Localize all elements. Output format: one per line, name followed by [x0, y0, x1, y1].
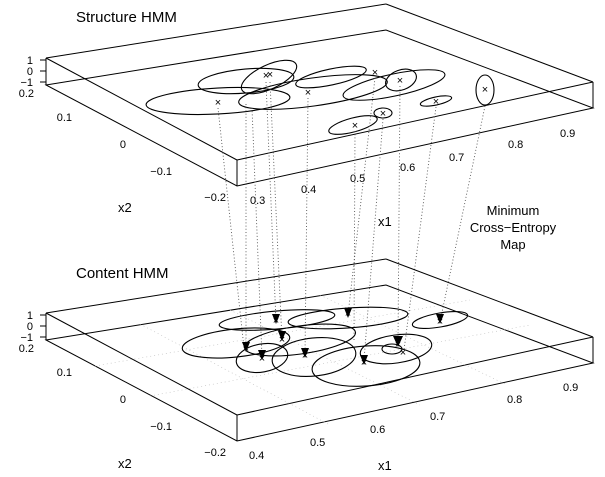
content-z-tick: −1 — [20, 332, 33, 344]
map-arrowheads — [242, 308, 444, 365]
mean-marker: × — [372, 67, 378, 79]
structure-x1-tick: 0.5 — [350, 173, 365, 185]
gaussian-ellipse — [381, 343, 403, 355]
structure-x2-label: x2 — [118, 200, 132, 215]
structure-x2-tick: 0 — [120, 139, 126, 151]
content-x1-axis: 0.4 0.5 0.6 0.7 0.8 0.9 x1 — [249, 382, 578, 473]
gaussian-ellipse — [411, 311, 469, 329]
content-gaussians — [181, 306, 469, 387]
content-z-tick: 1 — [27, 310, 33, 322]
gaussian-ellipse — [295, 65, 367, 89]
content-x1-tick: 0.7 — [430, 411, 445, 423]
mean-marker: × — [263, 70, 269, 82]
mean-marker: × — [215, 97, 221, 109]
content-x2-tick: −0.1 — [150, 421, 172, 433]
mean-marker: × — [267, 69, 273, 81]
structure-x1-tick: 0.9 — [560, 128, 575, 140]
content-x1-tick: 0.9 — [563, 382, 578, 394]
structure-x1-tick: 0.4 — [301, 184, 316, 196]
arrowhead — [436, 314, 444, 324]
arrowhead — [272, 314, 280, 324]
content-x1-tick: 0.5 — [310, 437, 325, 449]
content-x2-label: x2 — [118, 456, 132, 471]
content-z-tick: 0 — [27, 321, 33, 333]
gaussian-ellipse — [419, 95, 453, 107]
content-z-axis: 1 0 −1 — [20, 310, 46, 344]
gaussian-ellipse — [181, 327, 291, 359]
content-x1-tick: 0.6 — [370, 424, 385, 436]
structure-x2-tick: 0.1 — [57, 112, 72, 124]
content-x1-tick: 0.8 — [507, 394, 522, 406]
gaussian-ellipse — [235, 342, 289, 374]
map-label-line2: Cross−Entropy — [470, 220, 557, 235]
gaussian-ellipse — [218, 309, 336, 331]
structure-x2-tick: 0.2 — [19, 88, 34, 100]
gaussian-ellipse — [359, 333, 433, 365]
content-x2-axis: 0.2 0.1 0 −0.1 −0.2 x2 — [19, 343, 226, 471]
content-box — [44, 258, 595, 442]
content-floor-grid — [94, 294, 531, 426]
structure-hmm-panel: Structure HMM 1 0 −1 0.2 0.1 0 −0.1 — [19, 3, 595, 229]
mean-marker: × — [352, 120, 358, 132]
structure-box — [44, 3, 595, 187]
gaussian-ellipse — [342, 69, 446, 101]
cross-entropy-map-lines — [217, 77, 486, 361]
arrowhead — [301, 348, 309, 358]
gaussian-ellipse — [271, 337, 357, 377]
structure-hmm-title: Structure HMM — [76, 9, 177, 26]
mean-marker: × — [482, 84, 488, 96]
gaussian-ellipse — [238, 74, 388, 110]
content-x1-label: x1 — [378, 458, 392, 473]
structure-x1-tick: 0.7 — [449, 152, 464, 164]
structure-means: × × × × × × × × × × — [215, 67, 488, 132]
structure-x1-axis: 0.3 0.4 0.5 0.6 0.7 0.8 0.9 x1 — [250, 128, 575, 229]
structure-x1-tick: 0.3 — [250, 195, 265, 207]
content-x1-tick: 0.4 — [249, 450, 264, 462]
structure-x1-tick: 0.8 — [508, 139, 523, 151]
arrowhead — [360, 355, 368, 365]
structure-x2-tick: −0.2 — [204, 192, 226, 204]
arrowhead — [258, 350, 266, 360]
structure-z-tick: 0 — [27, 66, 33, 78]
structure-x1-label: x1 — [378, 214, 392, 229]
mean-marker: × — [380, 108, 386, 120]
gaussian-ellipse — [197, 67, 295, 95]
content-x2-tick: 0.1 — [57, 367, 72, 379]
structure-z-tick: 1 — [27, 55, 33, 67]
arrowhead — [393, 336, 403, 347]
content-hmm-title: Content HMM — [76, 265, 169, 282]
arrowhead — [344, 308, 352, 318]
mean-marker: × — [400, 347, 406, 359]
structure-x1-tick: 0.6 — [400, 162, 415, 174]
arrowhead — [278, 331, 286, 341]
gaussian-ellipse — [373, 107, 393, 119]
gaussian-ellipse — [145, 86, 291, 116]
arrowhead — [242, 342, 250, 352]
map-label-line3: Map — [500, 237, 525, 252]
structure-x2-axis: 0.2 0.1 0 −0.1 −0.2 x2 — [19, 88, 226, 215]
gaussian-ellipse — [475, 74, 495, 106]
content-x2-tick: −0.2 — [204, 447, 226, 459]
mean-marker: × — [305, 87, 311, 99]
gaussian-ellipse — [240, 59, 298, 95]
mean-marker: × — [433, 96, 439, 108]
structure-z-tick: −1 — [20, 77, 33, 89]
gaussian-ellipse — [385, 68, 417, 92]
content-hmm-panel: Content HMM 1 0 −1 0.2 0.1 0 −0.1 −0.2 x… — [19, 258, 595, 473]
content-x2-tick: 0 — [120, 394, 126, 406]
structure-x2-tick: −0.1 — [150, 166, 172, 178]
structure-gaussians — [145, 59, 495, 135]
mean-marker: × — [397, 75, 403, 87]
content-x2-tick: 0.2 — [19, 343, 34, 355]
map-label-line1: Minimum — [487, 203, 540, 218]
structure-z-axis: 1 0 −1 — [20, 55, 46, 89]
